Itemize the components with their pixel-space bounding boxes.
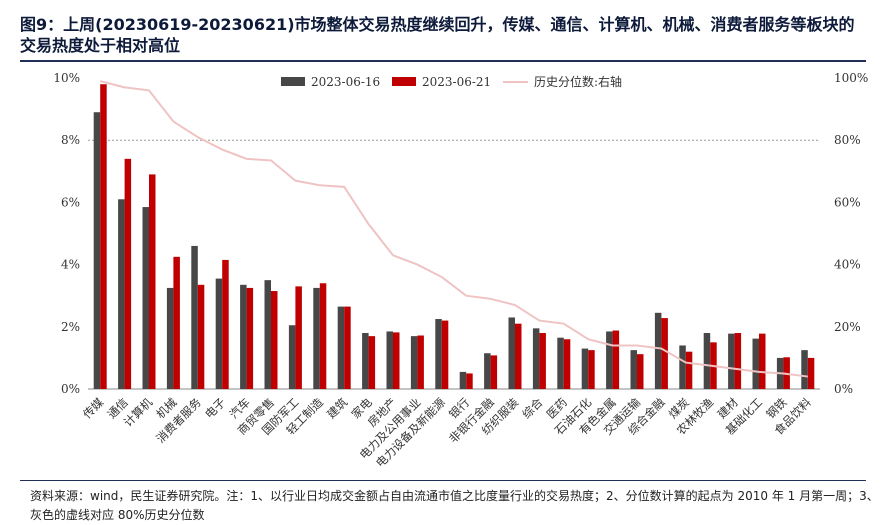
bar-2023-06-16 [386,331,393,389]
left-tick-label: 8% [61,133,80,147]
footnote-rule [20,480,866,481]
bar-2023-06-16 [728,333,735,389]
bar-2023-06-21 [490,355,498,389]
bar-2023-06-21 [612,330,620,389]
bar-2023-06-16 [703,333,711,389]
left-tick-label: 6% [61,195,80,209]
bar-2023-06-21 [344,306,351,389]
bar-2023-06-21 [124,158,132,389]
bar-2023-06-16 [264,280,271,389]
bar-2023-06-16 [435,319,442,389]
bar-2023-06-16 [362,333,369,389]
bar-2023-06-16 [801,350,808,389]
bar-2023-06-16 [288,325,296,389]
bar-2023-06-16 [532,328,540,389]
bar-2023-06-16 [142,207,149,389]
left-tick-label: 0% [61,382,80,396]
left-tick-label: 4% [61,258,80,272]
left-axis-ticks: 0% 2% 4% 6% 8% 10% [53,71,80,396]
category-label: 建筑 [324,395,351,422]
left-tick-label: 2% [61,320,80,334]
bar-2023-06-21 [807,357,815,389]
category-label: 综合 [519,395,546,422]
right-axis-ticks: 0% 20% 40% 60% 80% 100% [834,71,868,396]
right-tick-label: 40% [834,258,861,272]
bar-2023-06-16 [118,199,125,389]
bar-2023-06-21 [222,259,229,389]
category-label: 电子 [202,395,228,421]
bar-2023-06-16 [215,278,223,389]
bar-2023-06-16 [191,245,198,389]
bar-2023-06-21 [246,287,254,389]
bar-2023-06-21 [588,350,595,389]
bar-2023-06-21 [295,286,302,389]
bar-2023-06-21 [368,336,376,389]
right-tick-label: 100% [834,71,868,85]
bar-2023-06-16 [313,287,320,389]
bar-2023-06-16 [752,338,759,389]
bar-2023-06-16 [679,345,686,389]
figure-title: 图9：上周(20230619-20230621)市场整体交易热度继续回升，传媒、… [20,15,855,55]
bar-2023-06-16 [508,317,515,389]
bar-2023-06-21 [563,339,571,389]
bar-2023-06-21 [466,373,473,389]
bar-2023-06-21 [271,291,278,389]
category-label: 传媒 [80,395,107,422]
bar-2023-06-16 [557,337,564,389]
bar-2023-06-16 [410,336,418,389]
bar-2023-06-21 [100,84,107,389]
bar-2023-06-16 [93,112,101,390]
bar-2023-06-21 [661,318,668,389]
category-label: 计算机 [121,395,156,430]
left-tick-label: 10% [53,71,80,85]
legend-label-2023-06-21: 2023-06-21 [422,75,491,89]
title-rule [20,60,866,62]
bar-2023-06-21 [393,332,400,389]
bar-2023-06-21 [685,351,693,389]
bar-2023-06-16 [654,312,662,389]
bar-2023-06-16 [630,350,637,389]
category-labels: 传媒通信计算机机械消费者服务电子汽车商贸零售国防军工轻工制造建筑家电房地产电力及… [80,395,814,470]
bar-2023-06-16 [484,353,491,389]
bar-2023-06-21 [515,323,522,389]
bar-2023-06-21 [197,284,205,389]
bar-2023-06-21 [759,333,766,389]
bar-2023-06-16 [166,287,174,389]
bar-2023-06-16 [240,284,247,389]
right-tick-label: 20% [834,320,861,334]
bars [93,84,815,390]
bar-2023-06-16 [459,371,467,389]
bar-2023-06-21 [149,174,156,389]
bar-2023-06-21 [539,333,546,389]
right-tick-label: 80% [834,133,861,147]
bar-2023-06-21 [734,333,742,389]
bar-2023-06-21 [173,256,180,389]
bar-2023-06-21 [417,335,424,389]
bar-2023-06-21 [441,320,449,389]
legend: 2023-06-16 2023-06-21 历史分位数:右轴 [281,74,622,89]
legend-label-percentile: 历史分位数:右轴 [534,74,622,89]
bar-2023-06-21 [637,354,644,389]
bar-2023-06-21 [319,283,327,389]
legend-label-2023-06-16: 2023-06-16 [311,75,380,89]
bar-2023-06-16 [606,331,613,389]
bar-2023-06-16 [581,348,589,389]
legend-swatch-2023-06-21 [392,77,416,86]
footnote: 资料来源：wind，民生证券研究院。注：1、以行业日均成交金额占自由流通市值之比… [30,489,879,522]
legend-swatch-2023-06-16 [281,77,305,86]
right-tick-label: 0% [834,382,853,396]
percentile-line [99,80,808,378]
bar-2023-06-16 [337,306,345,389]
right-tick-label: 60% [834,195,861,209]
